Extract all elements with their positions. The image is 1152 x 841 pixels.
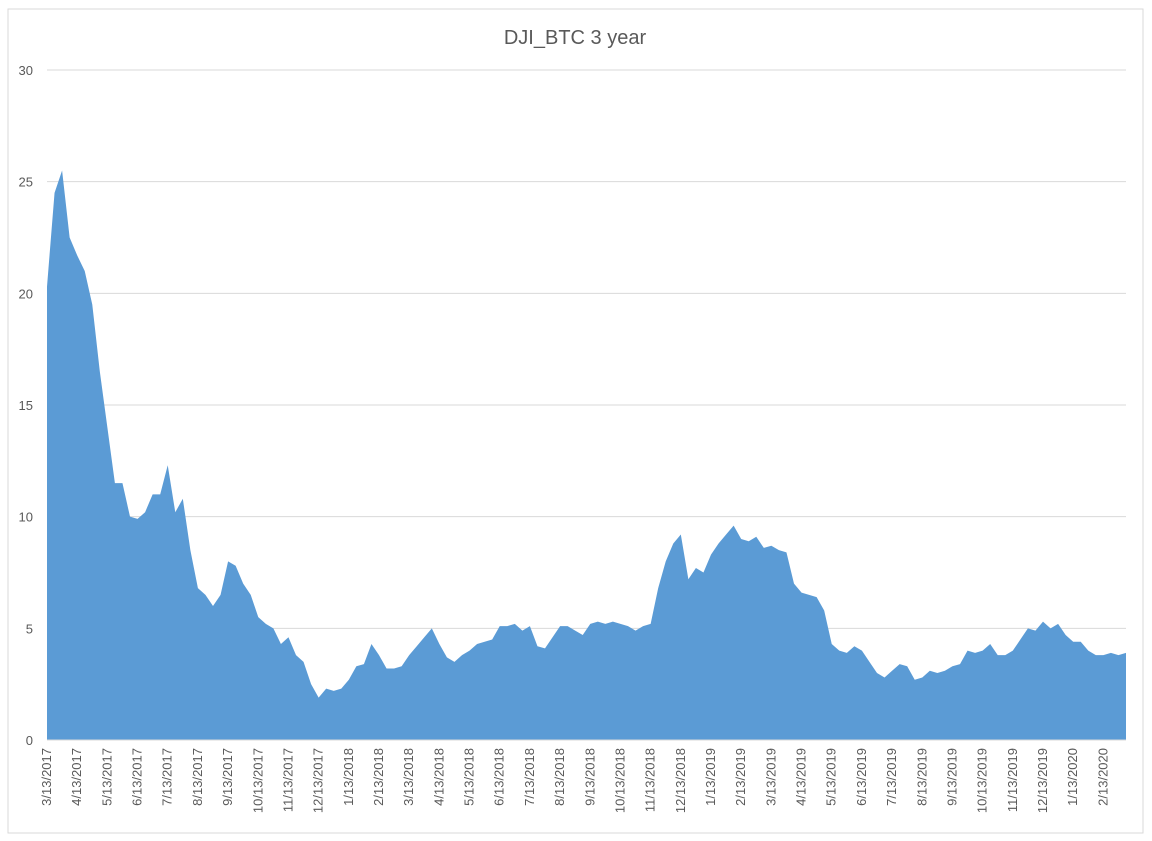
x-tick-label: 6/13/2017 [130,748,145,806]
x-tick-label: 8/13/2019 [914,748,929,806]
x-tick-label: 4/13/2017 [69,748,84,806]
x-tick-label: 7/13/2019 [884,748,899,806]
x-tick-label: 10/13/2019 [975,748,990,813]
x-tick-label: 6/13/2018 [492,748,507,806]
x-tick-label: 5/13/2019 [824,748,839,806]
x-tick-label: 3/13/2018 [401,748,416,806]
x-tick-label: 9/13/2019 [944,748,959,806]
y-tick-label: 15 [19,398,33,413]
x-tick-label: 4/13/2018 [431,748,446,806]
x-tick-label: 2/13/2018 [371,748,386,806]
x-tick-label: 3/13/2017 [39,748,54,806]
x-tick-label: 7/13/2017 [160,748,175,806]
x-tick-label: 2/13/2020 [1095,748,1110,806]
x-tick-label: 9/13/2018 [582,748,597,806]
x-tick-label: 11/13/2018 [643,748,658,812]
x-tick-label: 10/13/2017 [250,748,265,813]
y-tick-label: 20 [19,286,33,301]
y-tick-label: 25 [19,175,33,190]
x-tick-label: 10/13/2018 [612,748,627,813]
area [47,170,1126,740]
x-tick-label: 2/13/2019 [733,748,748,806]
x-tick-label: 11/13/2017 [280,748,295,812]
x-tick-label: 8/13/2018 [552,748,567,806]
chart-title: DJI_BTC 3 year [504,27,647,49]
x-tick-label: 12/13/2019 [1035,748,1050,813]
x-tick-label: 1/13/2018 [341,748,356,806]
y-tick-label: 5 [26,621,33,636]
x-tick-label: 8/13/2017 [190,748,205,806]
x-tick-label: 4/13/2019 [794,748,809,806]
x-tick-label: 1/13/2020 [1065,748,1080,806]
x-tick-label: 5/13/2017 [99,748,114,806]
y-tick-label: 0 [26,733,33,748]
x-tick-label: 3/13/2019 [763,748,778,806]
x-tick-label: 12/13/2018 [673,748,688,813]
x-tick-label: 12/13/2017 [311,748,326,813]
x-tick-label: 6/13/2019 [854,748,869,806]
x-tick-label: 1/13/2019 [703,748,718,806]
y-tick-label: 30 [19,63,33,78]
y-tick-label: 10 [19,510,33,525]
x-tick-label: 7/13/2018 [522,748,537,806]
x-tick-label: 11/13/2019 [1005,748,1020,812]
x-tick-label: 5/13/2018 [462,748,477,806]
x-tick-label: 9/13/2017 [220,748,235,806]
